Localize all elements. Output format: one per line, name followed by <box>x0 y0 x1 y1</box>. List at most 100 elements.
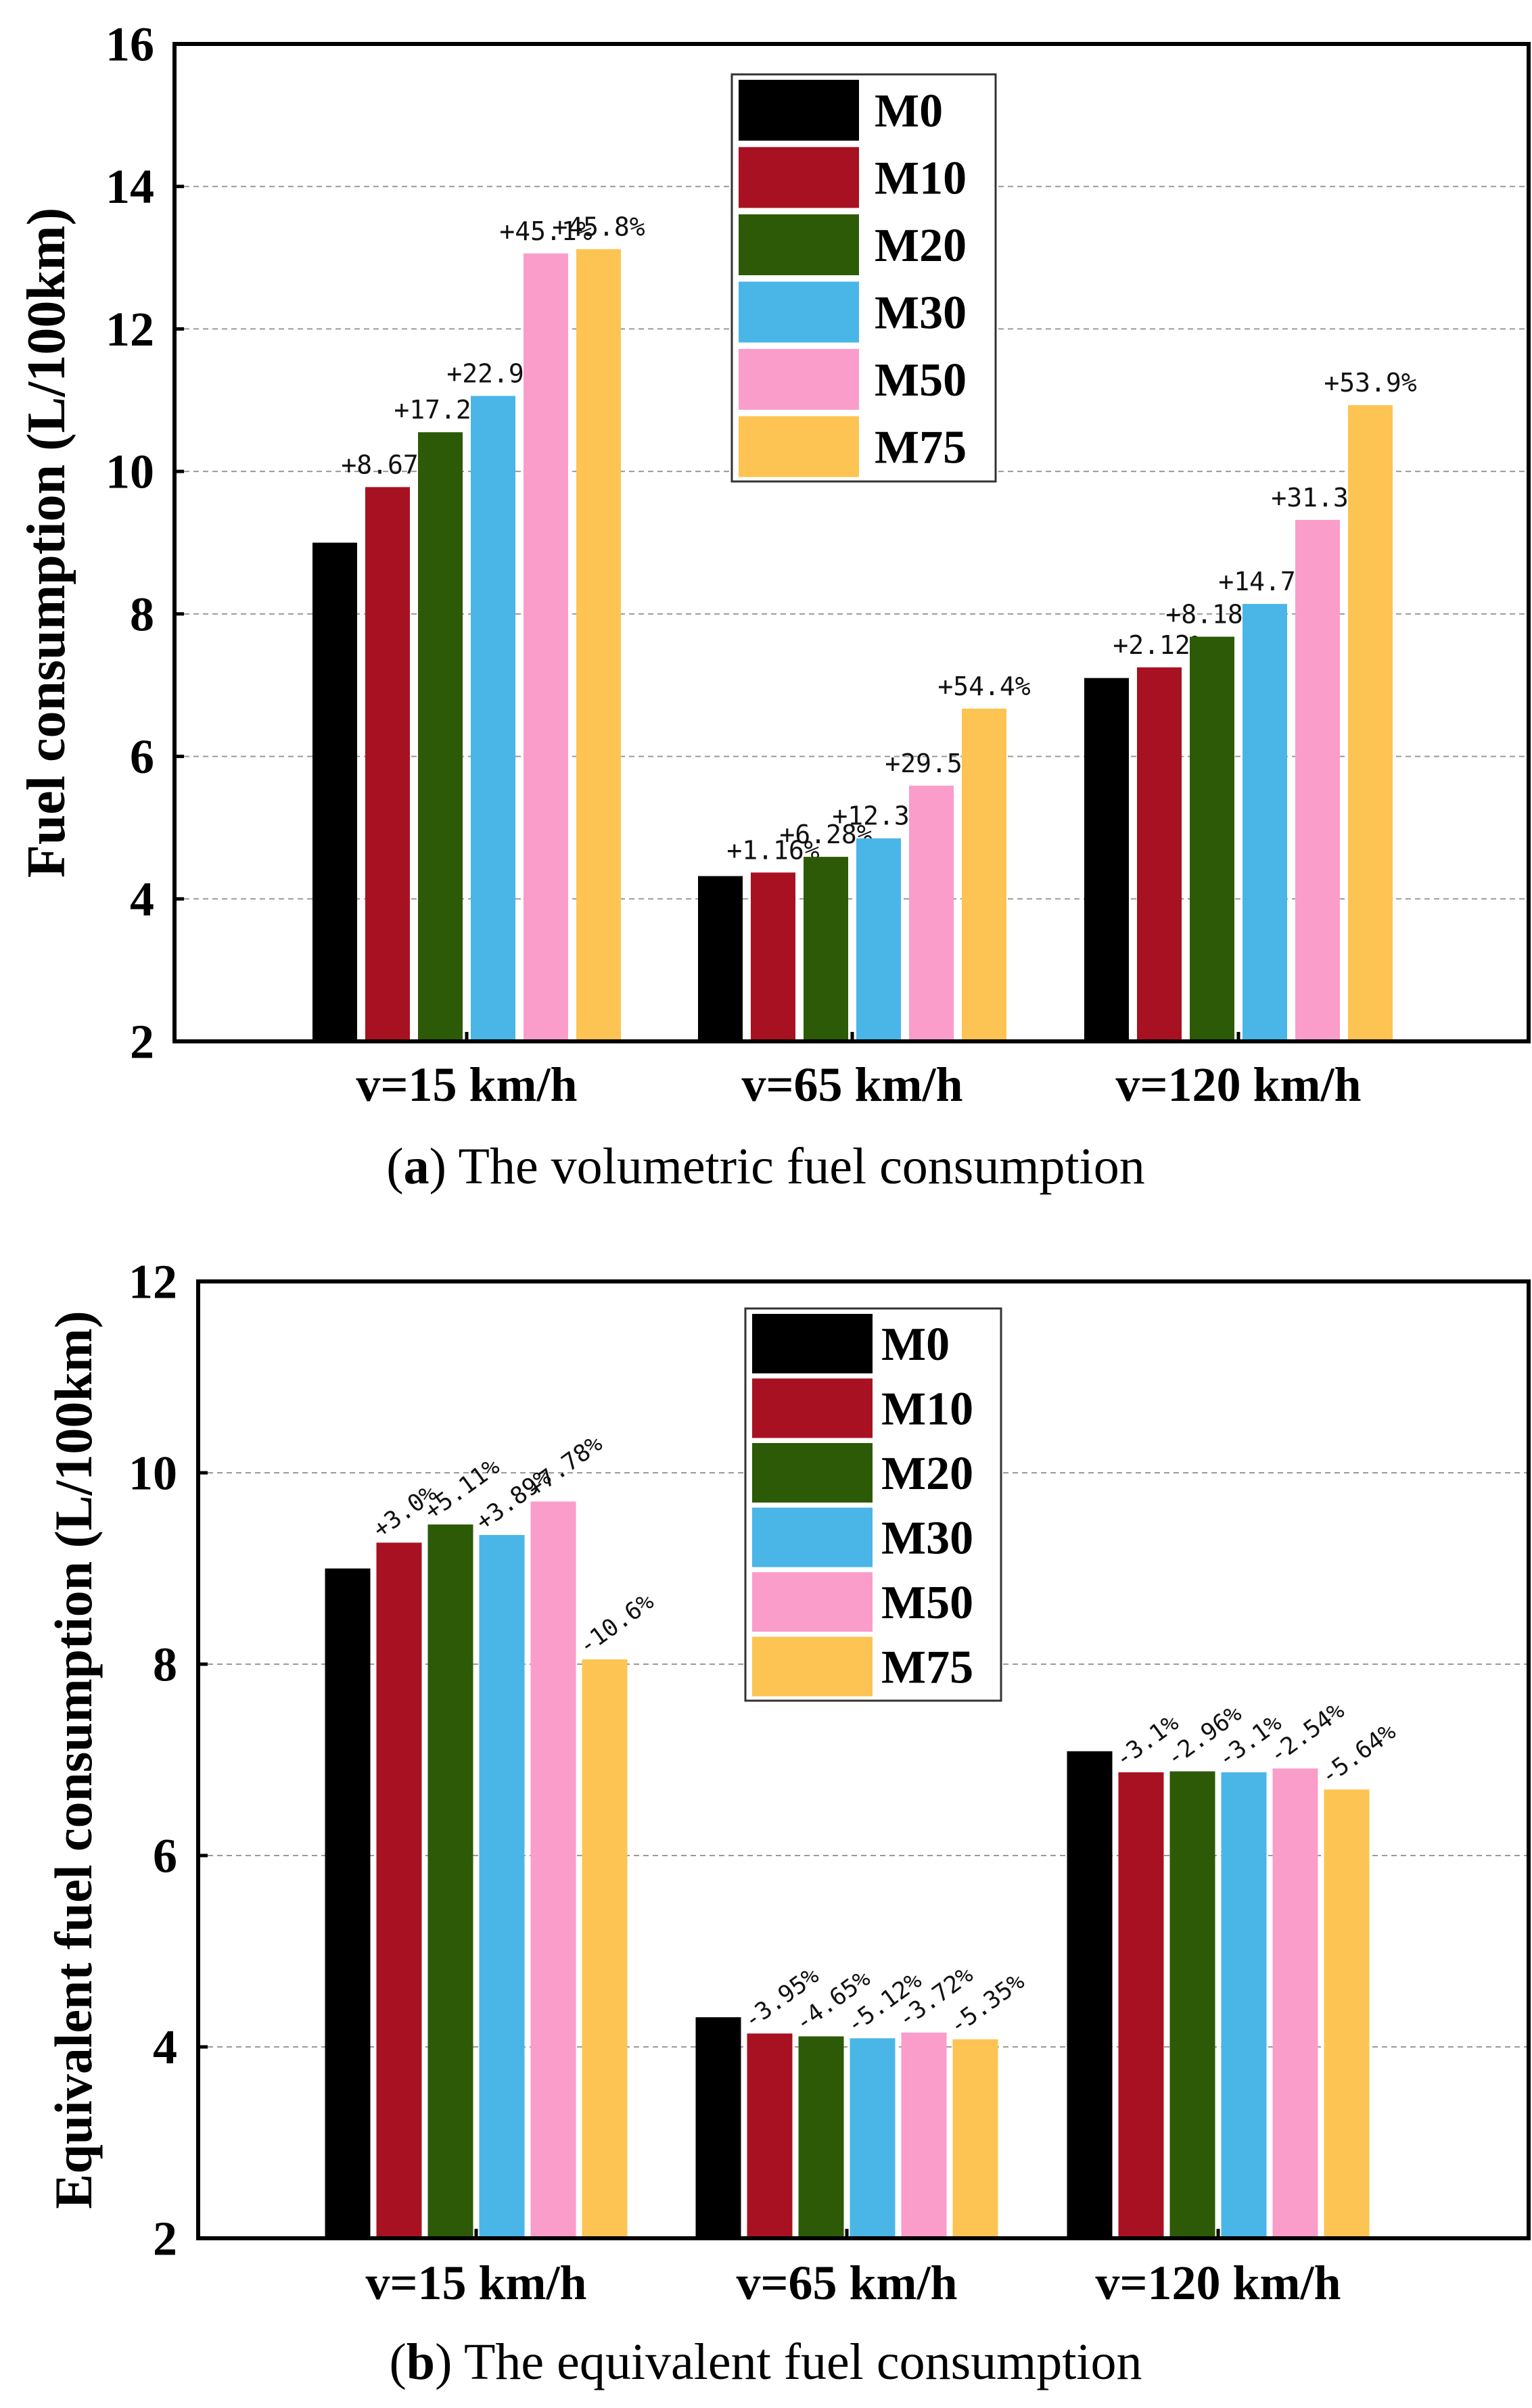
legend-label-m75: M75 <box>875 421 967 473</box>
bar-m30-1 <box>856 838 901 1041</box>
bar-m30-2 <box>1221 1772 1267 2238</box>
y-tick-label: 12 <box>129 1254 177 1308</box>
caption-letter: b <box>407 2334 435 2390</box>
bar-m20-0 <box>418 432 463 1041</box>
caption-paren-open: ( <box>389 2334 406 2390</box>
legend-label-m30: M30 <box>875 287 967 339</box>
legend-swatch-m10 <box>739 147 859 208</box>
bar-m20-2 <box>1190 636 1234 1041</box>
y-tick-label: 2 <box>153 2211 177 2265</box>
bar-m0-1 <box>698 876 743 1041</box>
x-tick-label: v=65 km/h <box>736 2256 957 2310</box>
y-tick-label: 6 <box>130 730 154 784</box>
figure-caption: (a) The volumetric fuel consumption <box>386 1138 1144 1195</box>
bar-m20-2 <box>1169 1771 1215 2238</box>
data-label: +53.9% <box>1324 368 1416 398</box>
x-tick-label: v=65 km/h <box>741 1058 962 1112</box>
data-label: +7.78% <box>522 1430 607 1503</box>
legend-swatch-m0 <box>739 80 859 141</box>
y-tick-label: 8 <box>130 587 154 641</box>
y-axis-title: Fuel consumption (L/100km) <box>17 208 76 878</box>
legend: M0 M10 M20 M30 M50 M75 <box>730 73 997 483</box>
legend-label-m10: M10 <box>881 1383 973 1435</box>
bar-m50-1 <box>909 785 954 1041</box>
legend-box <box>730 73 997 483</box>
y-tick-label: 10 <box>106 445 154 499</box>
y-tick-label: 6 <box>153 1828 177 1883</box>
caption-paren-open: ( <box>386 1138 403 1195</box>
bar-m10-2 <box>1118 1772 1164 2238</box>
panel-b-chart: +3.0%-3.95%-3.1%+5.11%-4.65%-2.96%+3.89%… <box>44 1254 1531 2390</box>
bar-m75-0 <box>582 1659 628 2238</box>
caption-text: The volumetric fuel consumption <box>446 1138 1145 1195</box>
bar-m10-0 <box>376 1542 422 2238</box>
bar-m20-0 <box>427 1524 473 2238</box>
y-tick-label: 4 <box>153 2020 177 2074</box>
y-tick-label: 8 <box>153 1637 177 1691</box>
panel-a-chart: +8.67%+1.16%+2.12%+17.2%+6.28%+8.18%+22.… <box>17 17 1531 1195</box>
legend-label-m50: M50 <box>881 1577 973 1629</box>
legend: M0 M10 M20 M30 M50 M75 <box>744 1307 1002 1702</box>
bar-m75-2 <box>1348 405 1393 1041</box>
x-tick-label: v=120 km/h <box>1115 1058 1361 1112</box>
data-label: +54.4% <box>937 671 1030 701</box>
bar-m50-2 <box>1295 519 1340 1041</box>
caption-paren-close: ) <box>430 1138 446 1195</box>
legend-swatch-m20 <box>739 214 859 275</box>
legend-swatch-m75 <box>739 416 859 477</box>
legend-swatch-m0 <box>752 1314 873 1373</box>
legend-label-m50: M50 <box>875 354 967 406</box>
data-label: +45.1% <box>499 216 592 246</box>
legend-label-m30: M30 <box>881 1512 973 1564</box>
bar-m30-0 <box>479 1534 525 2238</box>
caption-text: The equivalent fuel consumption <box>452 2334 1142 2390</box>
bar-m0-1 <box>695 2017 741 2238</box>
bar-m10-1 <box>747 2033 793 2238</box>
bar-m30-2 <box>1243 604 1287 1041</box>
caption-letter: a <box>404 1138 430 1195</box>
legend-label-m10: M10 <box>875 152 967 204</box>
y-tick-label: 12 <box>106 302 154 356</box>
data-label: -10.6% <box>574 1588 659 1661</box>
legend-swatch-m30 <box>739 281 859 343</box>
bar-m20-1 <box>798 2036 844 2238</box>
bar-m75-2 <box>1324 1789 1370 2238</box>
bar-m75-1 <box>952 2039 998 2238</box>
x-tick-label: v=15 km/h <box>365 2256 586 2310</box>
bar-m10-2 <box>1137 667 1182 1041</box>
y-tick-label: 2 <box>130 1014 154 1068</box>
y-tick-label: 4 <box>130 872 154 926</box>
legend-swatch-m30 <box>752 1507 873 1567</box>
bar-m50-1 <box>901 2032 947 2238</box>
y-tick-label: 14 <box>106 160 154 214</box>
bar-m50-0 <box>530 1501 576 2238</box>
x-tick-label: v=15 km/h <box>356 1058 577 1112</box>
bar-m75-1 <box>962 708 1006 1041</box>
bar-m50-2 <box>1272 1768 1318 2238</box>
plot-frame <box>196 1279 1531 2240</box>
bar-m30-0 <box>471 396 515 1041</box>
legend-box <box>744 1307 1002 1702</box>
bar-m30-1 <box>850 2038 896 2238</box>
bar-m20-1 <box>804 857 848 1041</box>
legend-label-m75: M75 <box>881 1641 973 1693</box>
y-tick-label: 10 <box>129 1446 177 1500</box>
caption-paren-close: ) <box>435 2334 452 2390</box>
bar-m10-1 <box>751 872 795 1041</box>
bar-m0-2 <box>1084 678 1129 1041</box>
bar-m50-0 <box>524 253 568 1041</box>
bar-m0-2 <box>1067 1751 1113 2238</box>
legend-label-m0: M0 <box>881 1319 950 1371</box>
y-tick-label: 16 <box>106 17 154 71</box>
legend-swatch-m20 <box>752 1443 873 1503</box>
bar-m0-0 <box>325 1568 371 2238</box>
legend-swatch-m75 <box>752 1636 873 1697</box>
legend-swatch-m10 <box>752 1378 873 1438</box>
legend-swatch-m50 <box>752 1572 873 1632</box>
legend-swatch-m50 <box>739 349 859 410</box>
figure-caption: (b) The equivalent fuel consumption <box>389 2334 1142 2390</box>
legend-label-m0: M0 <box>875 85 943 137</box>
data-label: +45.8% <box>552 212 645 241</box>
